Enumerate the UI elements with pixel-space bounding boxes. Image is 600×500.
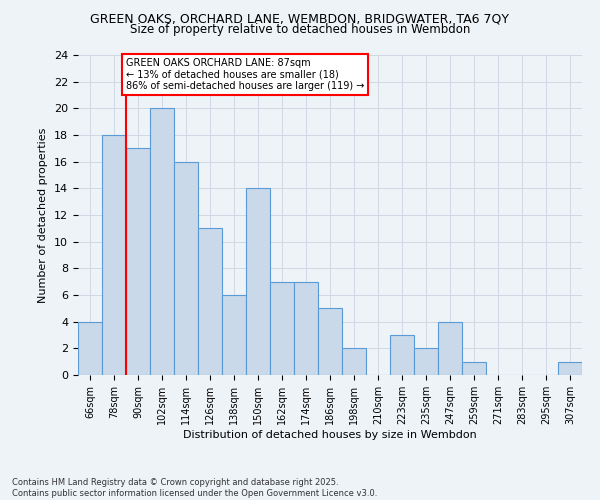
Text: GREEN OAKS ORCHARD LANE: 87sqm
← 13% of detached houses are smaller (18)
86% of : GREEN OAKS ORCHARD LANE: 87sqm ← 13% of … <box>126 58 364 91</box>
Bar <box>126 148 150 375</box>
Bar <box>222 295 246 375</box>
Bar <box>438 322 462 375</box>
Bar <box>78 322 102 375</box>
Bar <box>102 135 126 375</box>
Bar <box>318 308 342 375</box>
Bar <box>462 362 486 375</box>
X-axis label: Distribution of detached houses by size in Wembdon: Distribution of detached houses by size … <box>183 430 477 440</box>
Bar <box>198 228 222 375</box>
Bar <box>342 348 366 375</box>
Bar <box>174 162 198 375</box>
Text: Size of property relative to detached houses in Wembdon: Size of property relative to detached ho… <box>130 22 470 36</box>
Text: Contains HM Land Registry data © Crown copyright and database right 2025.
Contai: Contains HM Land Registry data © Crown c… <box>12 478 377 498</box>
Bar <box>390 335 414 375</box>
Bar <box>150 108 174 375</box>
Bar <box>246 188 270 375</box>
Bar <box>558 362 582 375</box>
Bar <box>294 282 318 375</box>
Y-axis label: Number of detached properties: Number of detached properties <box>38 128 49 302</box>
Bar <box>270 282 294 375</box>
Bar <box>414 348 438 375</box>
Text: GREEN OAKS, ORCHARD LANE, WEMBDON, BRIDGWATER, TA6 7QY: GREEN OAKS, ORCHARD LANE, WEMBDON, BRIDG… <box>91 12 509 26</box>
